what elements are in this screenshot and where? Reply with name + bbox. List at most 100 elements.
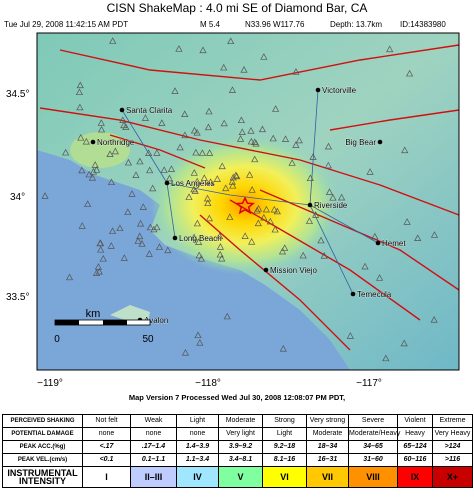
station xyxy=(65,273,74,281)
legend-cell: 1.4–3.9 xyxy=(176,440,219,454)
station xyxy=(258,125,267,133)
legend-cell: VI xyxy=(262,466,307,488)
station xyxy=(95,267,103,275)
station xyxy=(136,157,144,165)
legend-row-label: INSTRUMENTAL INTENSITY xyxy=(2,466,83,488)
city-label: Long Beach xyxy=(179,234,222,243)
city-dot xyxy=(315,87,321,93)
event-time: Tue Jul 29, 2008 11:42:15 AM PDT xyxy=(4,20,128,29)
station xyxy=(279,344,287,352)
lon-label: −119° xyxy=(37,378,63,389)
station xyxy=(132,171,140,178)
station xyxy=(309,153,317,160)
station xyxy=(246,171,254,178)
legend-cell: Severe xyxy=(348,414,398,428)
station xyxy=(94,263,102,270)
station xyxy=(93,166,101,173)
lat-label: 34° xyxy=(10,192,25,203)
station xyxy=(106,150,114,158)
station xyxy=(248,238,256,245)
station xyxy=(317,236,325,244)
station xyxy=(216,232,224,240)
city-label: Avalon xyxy=(144,316,168,325)
station xyxy=(119,116,127,123)
station xyxy=(76,103,84,111)
footer: Map Version 7 Processed Wed Jul 30, 2008… xyxy=(129,393,345,402)
lon-label: −117° xyxy=(356,378,382,389)
legend-cell: 18–34 xyxy=(306,440,349,454)
station xyxy=(223,312,231,320)
legend-cell: 0.1–1.1 xyxy=(130,453,177,467)
legend-row: PEAK VEL.(cm/s) <0.1 0.1–1.1 1.1–3.4 3.4–8.1… xyxy=(2,453,473,467)
legend-cell: Extreme xyxy=(432,414,473,428)
station xyxy=(312,211,320,218)
station xyxy=(325,188,334,195)
legend-row-label: PEAK ACC.(%g) xyxy=(2,440,83,454)
legend-cell: Very Heavy xyxy=(432,427,473,441)
station xyxy=(124,208,132,215)
station xyxy=(204,199,212,207)
stations xyxy=(41,37,439,362)
scale-label: 0 xyxy=(54,334,60,345)
station xyxy=(241,232,249,239)
station xyxy=(273,207,281,215)
station xyxy=(120,121,128,129)
station xyxy=(62,148,70,156)
legend-cell: 60–116 xyxy=(397,453,433,467)
station xyxy=(146,166,154,174)
station xyxy=(199,46,207,54)
station xyxy=(400,339,408,347)
legend-cell: <0.1 xyxy=(82,453,131,467)
station xyxy=(292,141,300,148)
station xyxy=(153,223,161,231)
station xyxy=(371,232,379,240)
station xyxy=(124,158,133,166)
station xyxy=(167,165,176,172)
station xyxy=(288,159,296,166)
event-id: ID:14383980 xyxy=(400,20,446,29)
legend-cell: Moderate xyxy=(306,427,349,441)
station xyxy=(97,119,105,126)
legend-cell: Very light xyxy=(218,427,263,441)
station xyxy=(216,243,224,250)
station xyxy=(430,231,439,238)
legend-cell: .17–1.4 xyxy=(130,440,177,454)
station xyxy=(320,252,328,259)
legend-cell: Strong xyxy=(262,414,307,428)
station xyxy=(193,128,201,136)
station xyxy=(366,168,374,175)
station xyxy=(196,338,204,346)
city-label: Temecula xyxy=(357,290,392,299)
city-label: Riverside xyxy=(314,201,348,210)
station xyxy=(82,137,90,145)
station xyxy=(176,143,184,151)
station xyxy=(85,170,93,178)
station xyxy=(97,125,106,133)
station xyxy=(228,86,236,93)
city-label: Mission Viejo xyxy=(270,266,318,275)
station xyxy=(232,171,240,179)
station xyxy=(254,219,262,227)
station xyxy=(198,149,206,156)
station xyxy=(299,251,307,259)
station xyxy=(240,66,248,73)
station xyxy=(218,162,226,170)
station xyxy=(262,205,270,213)
station xyxy=(346,332,354,339)
station xyxy=(192,148,200,156)
station xyxy=(116,224,124,232)
station xyxy=(150,225,158,233)
legend-cell: Moderate xyxy=(218,414,263,428)
legend-cell: IV xyxy=(176,466,219,488)
station xyxy=(206,178,215,186)
lat-label: 34.5° xyxy=(6,89,29,100)
station xyxy=(181,131,189,139)
map-area: Victorville Santa Clarita Northridge Big Be… xyxy=(36,32,460,371)
station xyxy=(120,254,128,261)
station xyxy=(191,187,199,194)
legend-cell: 16–31 xyxy=(306,453,349,467)
city-label: Los Angeles xyxy=(171,179,215,188)
legend-cell: 8.1–16 xyxy=(262,453,307,467)
station xyxy=(78,222,86,229)
